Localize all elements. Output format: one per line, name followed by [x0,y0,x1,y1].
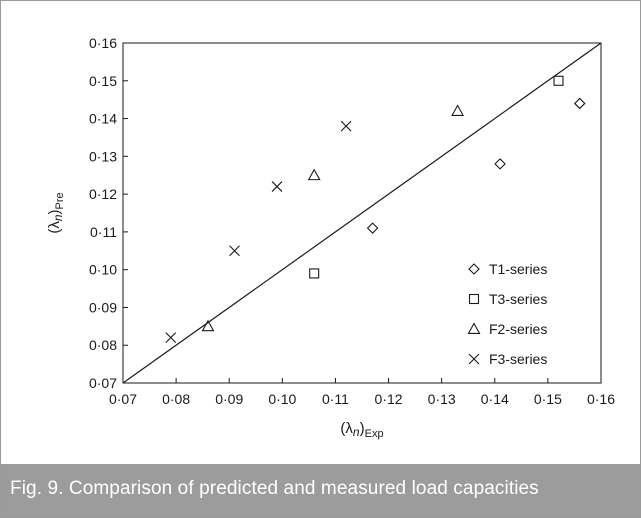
scatter-chart: 0·07 0·08 0·09 0·10 0·11 0·12 0·13 0·14 0·15 0·16… [46,35,615,440]
plot-area-border [122,42,602,384]
data-point-cross [340,120,352,132]
x-tick-label: 0·07 [109,391,137,407]
data-point-cross [165,332,177,344]
x-tick-label: 0·15 [534,391,562,407]
y-tick-label: 0·08 [89,337,117,353]
y-tick-label: 0·09 [89,299,117,315]
legend-label: T1-series [489,261,547,277]
axis-ticks-group: 0·07 0·08 0·09 0·10 0·11 0·12 0·13 0·14 0·15 0·16… [89,35,615,407]
y-tick-label: 0·10 [89,262,117,278]
legend-label: F3-series [489,351,547,367]
data-point-square [309,268,320,279]
legend-marker-triangle [467,322,481,334]
data-point-diamond [494,158,506,170]
data-point-cross [271,181,283,192]
data-points-group [165,75,586,344]
legend-marker-square [468,293,480,305]
legend-label: T3-series [489,291,547,307]
data-point-diamond [366,222,379,234]
data-point-diamond [573,97,586,110]
x-tick-label: 0·12 [375,391,403,407]
y-tick-label: 0·13 [89,148,117,164]
x-tick-label: 0·10 [268,391,296,407]
reference-line-y-equals-x [122,42,602,384]
legend-marker-cross [468,353,480,365]
x-tick-label: 0·13 [428,391,456,407]
y-tick-label: 0·11 [90,224,117,240]
y-tick-label: 0·07 [89,375,117,391]
x-tick-label: 0·08 [162,391,190,407]
reference-line-group [122,42,602,384]
axis-labels-group: (λn)Exp (λn)Pre [46,192,384,440]
data-point-triangle [451,104,465,116]
caption-bar: Fig. 9. Comparison of predicted and meas… [1,464,640,517]
y-tick-label: 0·12 [89,186,117,202]
data-point-square [553,75,564,86]
x-tick-label: 0·14 [481,391,509,407]
x-axis-label: (λn)Exp [340,420,383,440]
y-axis-label: (λn)Pre [46,192,66,233]
x-tick-label: 0·09 [215,391,243,407]
legend-marker-diamond [468,263,480,275]
x-tick-label: 0·11 [322,391,349,407]
y-tick-label: 0·14 [89,111,117,127]
data-point-triangle [201,319,215,332]
y-tick-label: 0·16 [89,35,117,51]
legend-label: F2-series [489,321,547,337]
legend: T1-series T3-series F2-series F3-series [467,261,547,367]
y-tick-label: 0·15 [89,73,117,89]
data-point-cross [229,245,240,257]
data-point-triangle [307,168,321,181]
figure-caption: Fig. 9. Comparison of predicted and meas… [10,478,539,499]
x-tick-label: 0·16 [587,391,615,407]
